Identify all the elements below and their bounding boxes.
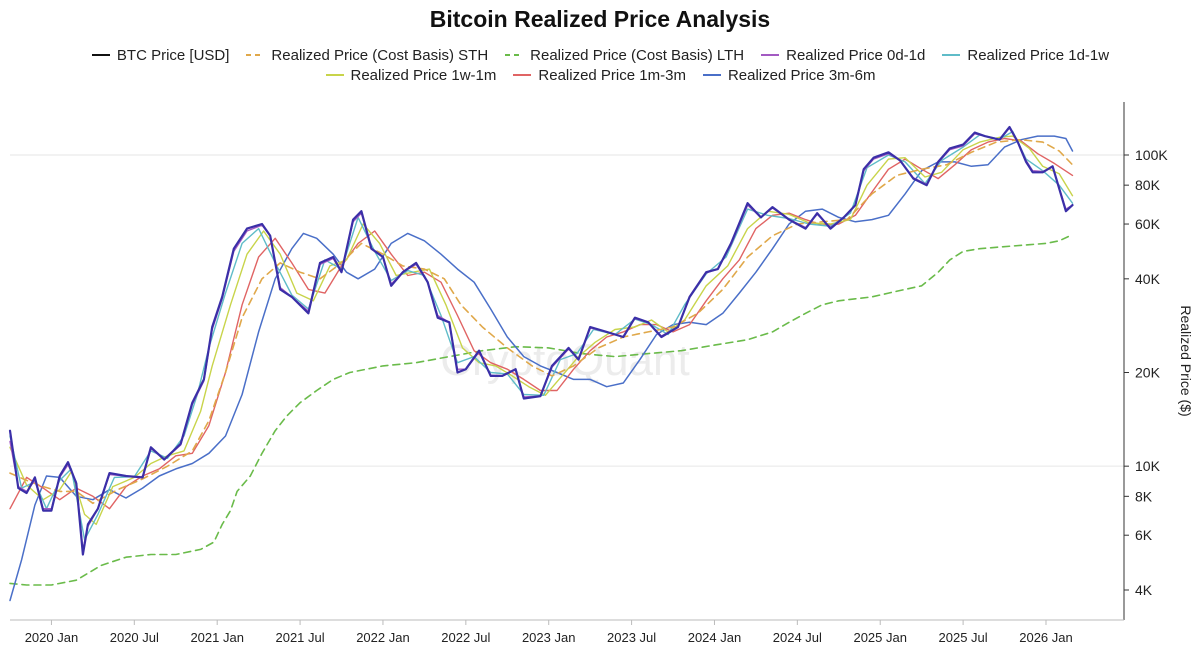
x-tick-label: 2025 Jul xyxy=(939,630,988,645)
gridlines xyxy=(10,154,1124,467)
series-line-btc-price-usd xyxy=(8,125,1074,556)
series-line-realized-price-3m-6m xyxy=(9,135,1074,602)
legend-item: Realized Price (Cost Basis) LTH xyxy=(504,47,744,64)
x-tick-label: 2022 Jul xyxy=(441,630,490,645)
x-tick-label: 2024 Jul xyxy=(773,630,822,645)
watermark: CryptoQuant xyxy=(440,336,689,385)
x-tick-label: 2021 Jan xyxy=(190,630,244,645)
legend-item: Realized Price 1d-1w xyxy=(941,47,1109,64)
legend-item: BTC Price [USD] xyxy=(91,46,230,64)
legend-swatch xyxy=(91,54,110,56)
legend-item: Realized Price 3m-6m xyxy=(702,66,876,84)
legend-label: Realized Price 0d-1d xyxy=(786,46,926,64)
legend-row: Realized Price 1w-1m Realized Price 1m-3m… xyxy=(0,65,1200,85)
series-lines xyxy=(8,125,1074,602)
y-tick-label: 40K xyxy=(1135,271,1161,287)
legend-label: Realized Price 1w-1m xyxy=(350,66,497,84)
series-line-realized-price-1w-1m xyxy=(9,135,1074,526)
legend-item: Realized Price 1w-1m xyxy=(325,66,497,84)
legend-item: Realized Price (Cost Basis) STH xyxy=(245,47,488,64)
legend-row: BTC Price [USD] Realized Price (Cost Basi… xyxy=(0,45,1200,65)
x-axis-ticks: 2020 Jan 2020 Jul 2021 Jan 2021 Jul 2022 Jan… xyxy=(25,620,1073,645)
legend-label: Realized Price 1d-1w xyxy=(967,46,1110,64)
legend-swatch xyxy=(325,74,344,76)
legend-swatch xyxy=(702,74,721,76)
legend-label: Realized Price (Cost Basis) LTH xyxy=(530,46,745,64)
y-tick-label: 4K xyxy=(1135,582,1153,598)
legend-label: Realized Price (Cost Basis) STH xyxy=(271,46,489,64)
y-tick-label: 20K xyxy=(1135,365,1161,381)
legend-label: Realized Price 3m-6m xyxy=(727,66,876,84)
legend-swatch xyxy=(246,54,265,56)
y-tick-label: 8K xyxy=(1135,488,1153,504)
legend-label: Realized Price 1m-3m xyxy=(538,66,686,84)
legend-swatch xyxy=(513,74,532,76)
y-tick-label: 80K xyxy=(1135,177,1161,193)
y-axis-ticks: 4K 6K 8K 10K 20K 40K 60K 80K 100K xyxy=(1124,147,1168,598)
series-line-realized-price-cost-basis-lth xyxy=(9,233,1074,586)
x-tick-label: 2021 Jul xyxy=(275,630,324,645)
legend-label: BTC Price [USD] xyxy=(116,46,230,64)
y-tick-label: 10K xyxy=(1135,458,1161,474)
x-tick-label: 2024 Jan xyxy=(688,630,742,645)
x-tick-label: 2026 Jan xyxy=(1019,630,1073,645)
y-tick-label: 60K xyxy=(1135,216,1161,232)
x-tick-label: 2023 Jan xyxy=(522,630,576,645)
x-tick-label: 2025 Jan xyxy=(853,630,907,645)
x-tick-label: 2020 Jan xyxy=(25,630,79,645)
x-tick-label: 2020 Jul xyxy=(110,630,159,645)
legend-item: Realized Price 0d-1d xyxy=(760,47,925,64)
y-tick-label: 100K xyxy=(1135,147,1168,163)
legend: BTC Price [USD] Realized Price (Cost Basi… xyxy=(0,45,1200,85)
legend-swatch xyxy=(761,54,780,56)
chart-title: Bitcoin Realized Price Analysis xyxy=(429,6,771,32)
legend-swatch xyxy=(942,54,961,56)
x-tick-label: 2022 Jan xyxy=(356,630,410,645)
series-line-realized-price-cost-basis-sth xyxy=(9,138,1074,505)
legend-item: Realized Price 1m-3m xyxy=(512,67,686,84)
x-tick-label: 2023 Jul xyxy=(607,630,656,645)
y-tick-label: 6K xyxy=(1135,527,1153,543)
y-axis-label: Realized Price ($) xyxy=(1178,305,1194,416)
legend-swatch xyxy=(505,54,524,56)
